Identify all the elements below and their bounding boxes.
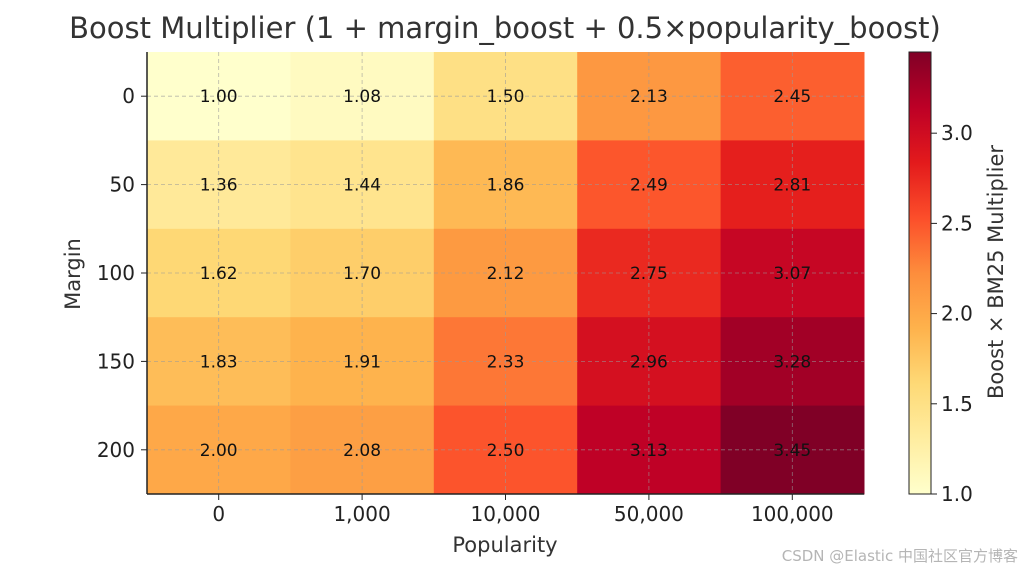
- colorbar: [908, 51, 932, 495]
- colorbar-label: Boost × BM25 Multiplier: [984, 145, 1008, 399]
- y-tick-label: 100: [97, 261, 135, 285]
- cell-value-label: 2.08: [343, 441, 381, 461]
- cell-value-label: 2.45: [773, 87, 811, 107]
- cell-value-label: 1.86: [487, 176, 525, 196]
- y-tick-label: 150: [97, 349, 135, 373]
- colorbar-tick-label: 1.5: [941, 392, 973, 416]
- colorbar-tick-label: 3.0: [941, 121, 973, 145]
- cell-value-label: 1.91: [343, 352, 381, 372]
- x-tick-label: 50,000: [614, 502, 684, 526]
- colorbar-tick-label: 2.0: [941, 302, 973, 326]
- cell-value-label: 1.50: [487, 87, 525, 107]
- cell-value-label: 1.36: [200, 176, 238, 196]
- cell-value-label: 1.83: [200, 352, 238, 372]
- cell-value-label: 1.44: [343, 176, 381, 196]
- x-axis-label: Popularity: [452, 533, 557, 557]
- cell-value-label: 2.75: [630, 264, 668, 284]
- cell-value-label: 1.00: [200, 87, 238, 107]
- cell-value-label: 2.81: [773, 176, 811, 196]
- x-tick-label: 0: [212, 502, 225, 526]
- cell-value-label: 2.33: [487, 352, 525, 372]
- x-tick-labels: 0 1,000 10,000 50,000 100,000: [212, 494, 834, 526]
- y-tick-label: 0: [122, 84, 135, 108]
- cell-value-label: 2.13: [630, 87, 668, 107]
- chart-title: Boost Multiplier (1 + margin_boost + 0.5…: [69, 11, 941, 45]
- cell-value-label: 3.13: [630, 441, 668, 461]
- y-tick-label: 50: [110, 173, 135, 197]
- cell-value-label: 3.07: [773, 264, 811, 284]
- cell-value-label: 3.45: [773, 441, 811, 461]
- colorbar-tick-label: 2.5: [941, 211, 973, 235]
- y-tick-labels: 0 50 100 150 200: [97, 84, 147, 462]
- cell-value-label: 2.96: [630, 352, 668, 372]
- grid-lines: [147, 52, 864, 494]
- cell-value-label: 1.08: [343, 87, 381, 107]
- cell-value-label: 3.28: [773, 352, 811, 372]
- x-tick-label: 10,000: [471, 502, 541, 526]
- x-tick-label: 1,000: [333, 502, 390, 526]
- x-tick-label: 100,000: [751, 502, 834, 526]
- cell-value-label: 2.12: [487, 264, 525, 284]
- cell-value-label: 1.62: [200, 264, 238, 284]
- cell-value-labels: 1.00 1.08 1.50 2.13 2.45 1.36 1.44 1.86 2.49 2.81…: [200, 87, 811, 461]
- cell-value-label: 1.70: [343, 264, 381, 284]
- y-axis-label: Margin: [61, 238, 85, 310]
- colorbar-ticks: 1.0 1.5 2.0 2.5 3.0: [931, 121, 973, 506]
- cell-value-label: 2.00: [200, 441, 238, 461]
- watermark: CSDN @Elastic 中国社区官方博客: [781, 547, 1018, 565]
- cell-value-label: 2.49: [630, 176, 668, 196]
- colorbar-tick-label: 1.0: [941, 482, 973, 506]
- y-tick-label: 200: [97, 438, 135, 462]
- cell-value-label: 2.50: [487, 441, 525, 461]
